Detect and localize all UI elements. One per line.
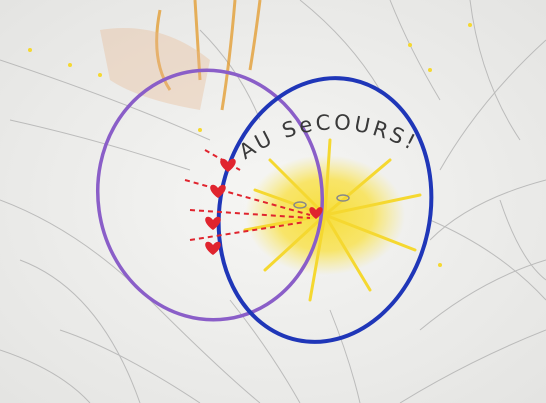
red-dashes — [184, 149, 311, 241]
eyes — [293, 194, 350, 209]
yellow-dots — [28, 23, 472, 267]
orange-shading — [100, 28, 210, 110]
red-hearts — [205, 158, 323, 255]
yellow-rays — [243, 138, 422, 302]
orange-strokes — [155, 0, 262, 111]
purple-circle — [95, 68, 325, 322]
